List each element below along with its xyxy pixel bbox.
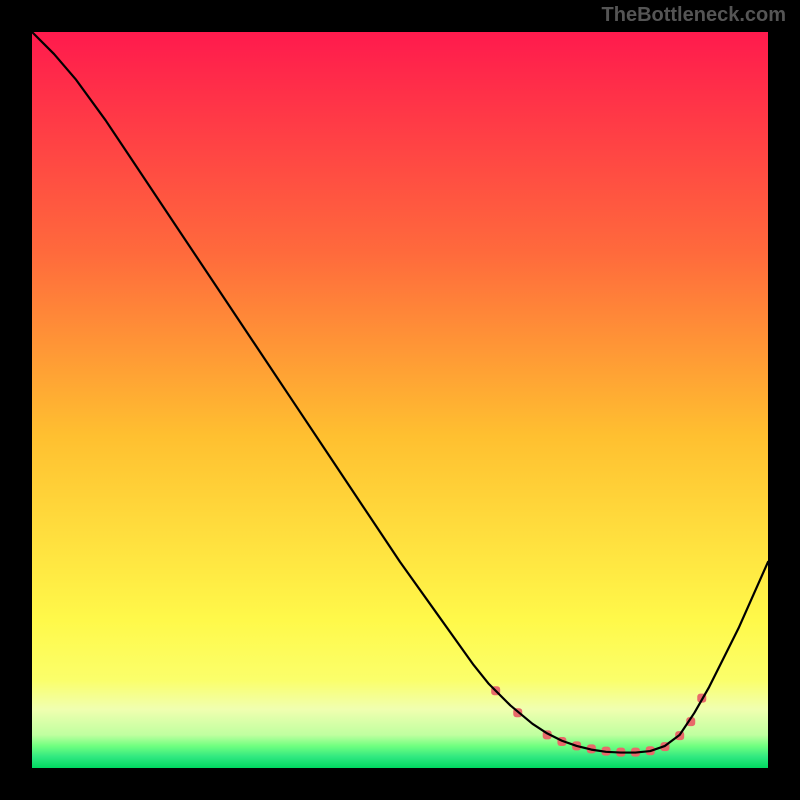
plot-background	[32, 32, 768, 768]
chart-container: TheBottleneck.com	[0, 0, 800, 800]
plot-svg	[32, 32, 768, 768]
plot-area	[32, 32, 768, 768]
watermark-text: TheBottleneck.com	[602, 4, 786, 27]
